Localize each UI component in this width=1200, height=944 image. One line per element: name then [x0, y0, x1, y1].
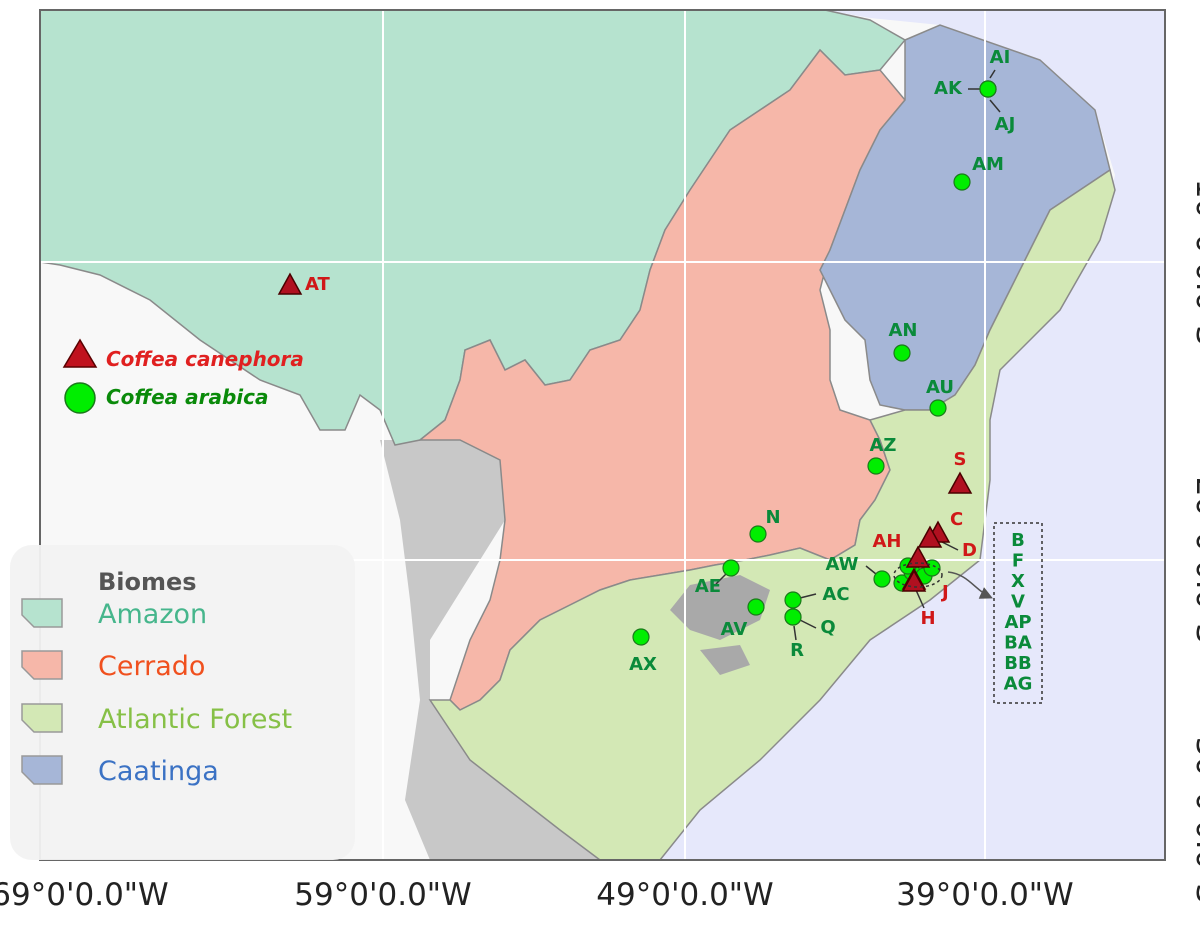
- y-tick-label: 30°0'0.0"S: [1189, 737, 1200, 903]
- arabica-site-label: AZ: [870, 435, 897, 456]
- arabica-site-marker: [893, 344, 911, 362]
- arabica-site-marker: [632, 628, 650, 646]
- arabica-site-label: N: [765, 507, 780, 528]
- species-legend-label: Coffea arabica: [106, 385, 268, 409]
- circle-icon: [64, 382, 96, 414]
- leader-line: [799, 593, 817, 599]
- arabica-site-marker: [784, 608, 802, 626]
- arabica-site-label: AJ: [995, 114, 1016, 135]
- arabica-site-label: AK: [934, 78, 963, 99]
- species-legend: Coffea canephora Coffea arabica: [62, 338, 304, 414]
- arabica-site-marker: [749, 525, 767, 543]
- canephora-site-label: D: [962, 540, 977, 561]
- triangle-icon: [62, 338, 98, 368]
- site-labels: AI AK AJ AM AN AU AZ N AE AW AC AV QR AX AT S CD AH JH: [305, 47, 1015, 675]
- no-data-area: [380, 440, 600, 860]
- ocean-area: [660, 10, 1165, 860]
- species-legend-label: Coffea canephora: [106, 347, 304, 371]
- canephora-site-label: AT: [305, 274, 331, 295]
- leader-line: [793, 625, 797, 641]
- site-markers: [277, 80, 997, 646]
- no-data-patch: [670, 575, 770, 640]
- leader-line: [989, 69, 996, 79]
- inset-site-label: AP: [1004, 612, 1031, 633]
- leader-line: [799, 619, 817, 629]
- inset-site-label: F: [1012, 551, 1024, 572]
- biome-legend-swatch: [21, 755, 63, 785]
- arabica-site-marker: [747, 598, 765, 616]
- arabica-site-marker: [867, 457, 885, 475]
- canephora-site-marker: [905, 545, 931, 568]
- arabica-site-label: AW: [826, 554, 859, 575]
- arabica-site-marker: [722, 559, 740, 577]
- label-leader-lines: [715, 69, 1001, 641]
- biome-legend-swatch: [21, 650, 63, 680]
- biome-legend-title: Biomes: [98, 568, 197, 596]
- inset-box: [993, 522, 1043, 704]
- arabica-site-label: AE: [695, 576, 721, 597]
- canephora-site-marker: [277, 272, 303, 295]
- arabica-site-marker: [953, 173, 971, 191]
- inset-site-label: AG: [1004, 674, 1033, 695]
- leader-line: [915, 589, 925, 609]
- canephora-site-label: J: [940, 582, 949, 603]
- y-axis-labels: 10°0'0.0"S 20°0'0.0"S 30°0'0.0"S: [1189, 179, 1200, 903]
- arabica-site-label: AV: [721, 619, 748, 640]
- biome-legend-label: Atlantic Forest: [98, 704, 292, 735]
- biome-legend-swatch: [21, 703, 63, 733]
- canephora-site-label: C: [950, 509, 963, 530]
- inset-site-label: X: [1011, 571, 1025, 592]
- arabica-site-marker: [929, 399, 947, 417]
- canephora-site-label: H: [920, 608, 935, 629]
- arabica-site-marker: [873, 570, 891, 588]
- inset-site-label: V: [1011, 592, 1025, 613]
- cluster-outline: [893, 562, 943, 588]
- biome-legend-swatch: [21, 598, 63, 628]
- x-tick-label: 49°0'0.0"W: [596, 877, 773, 913]
- arabica-site-label: AM: [972, 154, 1004, 175]
- biome-legend-panel: [10, 545, 355, 860]
- atlantic-forest-biome: [428, 168, 1116, 860]
- leader-line: [989, 99, 1001, 113]
- arabica-site-marker: [784, 591, 802, 609]
- arabica-site-label: AX: [629, 654, 657, 675]
- x-tick-label: 69°0'0.0"W: [0, 877, 169, 913]
- arabica-site-label: AI: [990, 47, 1011, 68]
- arabica-site-label: Q: [820, 617, 835, 638]
- arabica-site-label: AU: [926, 377, 954, 398]
- y-tick-label: 10°0'0.0"S: [1189, 179, 1200, 345]
- inset-site-label: B: [1011, 530, 1025, 551]
- canephora-site-label: S: [954, 449, 967, 470]
- canephora-site-marker: [947, 471, 973, 494]
- leader-line: [715, 573, 727, 585]
- arabica-site-marker: [979, 80, 997, 98]
- canephora-site-marker: [917, 525, 943, 548]
- no-data-patch: [700, 645, 750, 675]
- arabica-site-label: R: [790, 640, 804, 661]
- x-tick-label: 39°0'0.0"W: [896, 877, 1073, 913]
- biome-legend-label: Amazon: [98, 599, 207, 630]
- arabica-site-label: AN: [889, 320, 918, 341]
- inset-arrow: [947, 571, 993, 599]
- leader-line: [865, 565, 877, 575]
- arabica-site-label: AC: [822, 584, 849, 605]
- inset-site-label: BA: [1004, 633, 1032, 654]
- x-axis-labels: 69°0'0.0"W 59°0'0.0"W 49°0'0.0"W 39°0'0.…: [0, 877, 1074, 913]
- biome-legend-label: Cerrado: [98, 651, 205, 682]
- canephora-site-label: AH: [873, 531, 902, 552]
- map-frame: [39, 9, 1166, 861]
- y-tick-label: 20°0'0.0"S: [1189, 477, 1200, 643]
- inset-site-label: BB: [1004, 653, 1031, 674]
- biome-legend-label: Caatinga: [98, 756, 219, 787]
- biome-legend: Biomes Amazon Cerrado Atlantic Forest Caati…: [10, 545, 355, 860]
- x-tick-label: 59°0'0.0"W: [294, 877, 471, 913]
